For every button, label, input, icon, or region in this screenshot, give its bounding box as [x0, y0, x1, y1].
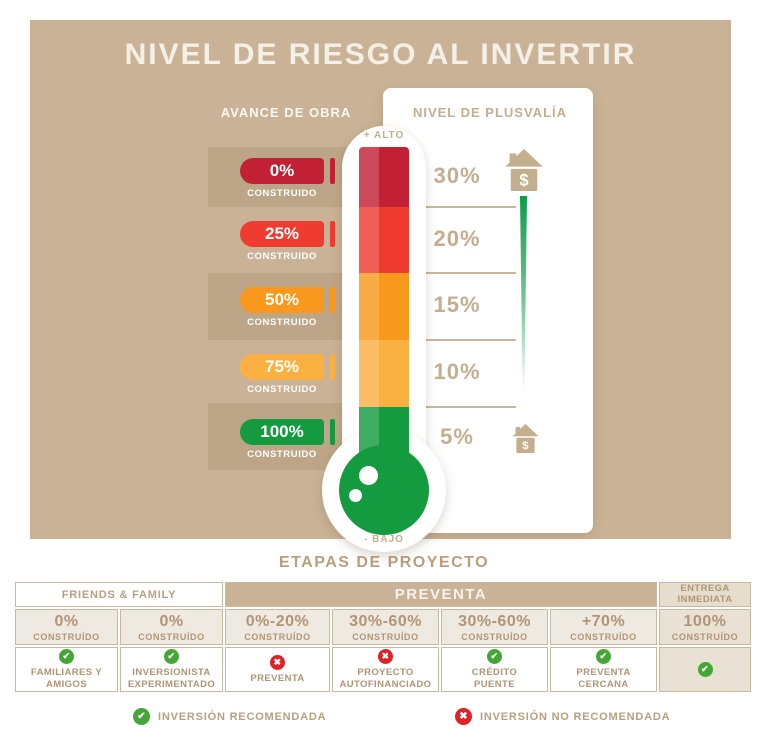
pct-cell-2: 0% CONSTRUÍDO: [120, 609, 223, 645]
note-cell-4: ✖ PROYECTO AUTOFINANCIADO: [332, 647, 439, 692]
note-label: CRÉDITO PUENTE: [471, 667, 518, 690]
pct-value: 0%: [54, 612, 79, 630]
pill-75-percent: 75%: [240, 354, 324, 380]
pct-cell-7: 100% CONSTRUÍDO: [659, 609, 751, 645]
tube-segment-25: [359, 207, 409, 273]
legend-recommended-label: INVERSIÓN RECOMENDADA: [158, 710, 327, 723]
house-dollar-icon-small: $: [512, 424, 539, 458]
alto-label: + ALTO: [363, 130, 405, 141]
tube-segment-75: [359, 340, 409, 407]
tube-segment-0: [359, 147, 409, 207]
check-icon: ✔: [164, 649, 179, 665]
pct-cell-4: 30%-60% CONSTRUÍDO: [332, 609, 439, 645]
etapas-title: ETAPAS DE PROYECTO: [278, 554, 490, 571]
svg-text:$: $: [519, 170, 528, 189]
row-divider-1: [386, 206, 516, 208]
legend-recommended: ✔ INVERSIÓN RECOMENDADA: [133, 708, 326, 725]
avance-de-obra-header: AVANCE DE OBRA: [220, 105, 352, 120]
pill-50-bar: [330, 287, 335, 313]
row-divider-4: [386, 406, 516, 408]
group-header-entrega-text: ENTREGA INMEDIATA: [677, 582, 733, 605]
pill-100-bar: [330, 419, 335, 445]
group-header-friends-family: FRIENDS & FAMILY: [15, 582, 223, 607]
legend-not-recommended-label: INVERSIÓN NO RECOMENDADA: [480, 710, 671, 723]
pill-25-sub: CONSTRUIDO: [247, 251, 317, 262]
pct-value: 100%: [683, 612, 727, 630]
pct-sub: CONSTRUÍDO: [244, 631, 311, 642]
check-icon: ✔: [59, 649, 74, 665]
row-divider-2: [386, 272, 516, 274]
plusvalia-trend-line: [520, 196, 527, 394]
pct-cell-3: 0%-20% CONSTRUÍDO: [225, 609, 330, 645]
row-divider-3: [386, 339, 516, 341]
plusvalia-value-15: 15%: [433, 292, 481, 317]
plusvalia-header: NIVEL DE PLUSVALÍA: [412, 105, 568, 120]
pct-value: 0%: [159, 612, 184, 630]
note-label: INVERSIONISTA EXPERIMENTADO: [127, 667, 216, 690]
pct-sub: CONSTRUÍDO: [671, 631, 739, 642]
pill-75-sub: CONSTRUIDO: [247, 384, 317, 395]
note-cell-2: ✔ INVERSIONISTA EXPERIMENTADO: [120, 647, 223, 692]
pill-50-percent: 50%: [240, 287, 324, 313]
note-cell-1: ✔ FAMILIARES Y AMIGOS: [15, 647, 118, 692]
house-dollar-icon-large: $: [505, 149, 543, 196]
legend-not-recommended: ✖ INVERSIÓN NO RECOMENDADA: [455, 708, 670, 725]
cross-icon: ✖: [378, 649, 393, 665]
note-cell-7: ✔: [659, 647, 751, 692]
check-icon: ✔: [133, 708, 150, 725]
note-label: PROYECTO AUTOFINANCIADO: [339, 667, 432, 690]
plusvalia-value-30: 30%: [433, 163, 481, 188]
pill-0-sub: CONSTRUIDO: [247, 188, 317, 199]
note-label: PREVENTA: [250, 672, 305, 684]
pill-50-sub: CONSTRUIDO: [247, 317, 317, 328]
pct-sub: CONSTRUÍDO: [33, 631, 100, 642]
note-cell-5: ✔ CRÉDITO PUENTE: [441, 647, 548, 692]
check-icon: ✔: [697, 662, 713, 677]
pct-sub: CONSTRUÍDO: [138, 631, 205, 642]
note-label: FAMILIARES Y AMIGOS: [30, 667, 103, 690]
svg-text:$: $: [522, 440, 529, 452]
tube-segment-50: [359, 273, 409, 340]
pct-value: 30%-60%: [458, 612, 531, 630]
plusvalia-value-20: 20%: [433, 226, 481, 251]
pct-sub: CONSTRUÍDO: [570, 631, 637, 642]
pct-cell-6: +70% CONSTRUÍDO: [550, 609, 657, 645]
note-label: PREVENTA CERCANA: [576, 667, 631, 690]
plusvalia-value-5: 5%: [440, 424, 474, 449]
pill-75-bar: [330, 354, 335, 380]
cross-icon: ✖: [270, 654, 285, 670]
note-cell-6: ✔ PREVENTA CERCANA: [550, 647, 657, 692]
page-title: NIVEL DE RIESGO AL INVERTIR: [124, 38, 637, 71]
pct-value: 30%-60%: [349, 612, 422, 630]
bulb-bubble-large: [359, 466, 378, 485]
pct-value: 0%-20%: [245, 612, 310, 630]
bajo-label: - BAJO: [364, 534, 404, 545]
pct-cell-5: 30%-60% CONSTRUÍDO: [441, 609, 548, 645]
pct-value: +70%: [581, 612, 626, 630]
note-cell-3: ✖ PREVENTA: [225, 647, 330, 692]
cross-icon: ✖: [455, 708, 472, 725]
check-icon: ✔: [596, 649, 611, 665]
bulb-bubble-small: [349, 489, 362, 502]
group-header-entrega-inmediata: ENTREGA INMEDIATA: [659, 582, 751, 607]
pill-100-percent: 100%: [240, 419, 324, 445]
pct-cell-1: 0% CONSTRUÍDO: [15, 609, 118, 645]
group-header-preventa: PREVENTA: [225, 582, 657, 607]
check-icon: ✔: [487, 649, 502, 665]
pill-0-bar: [330, 158, 335, 184]
plusvalia-value-10: 10%: [433, 359, 481, 384]
pill-0-percent: 0%: [240, 158, 324, 184]
pill-25-bar: [330, 221, 335, 247]
pct-sub: CONSTRUÍDO: [461, 631, 528, 642]
stages-table: FRIENDS & FAMILY PREVENTA ENTREGA INMEDI…: [15, 582, 751, 692]
pill-25-percent: 25%: [240, 221, 324, 247]
pct-sub: CONSTRUÍDO: [352, 631, 419, 642]
pill-100-sub: CONSTRUIDO: [247, 449, 317, 460]
